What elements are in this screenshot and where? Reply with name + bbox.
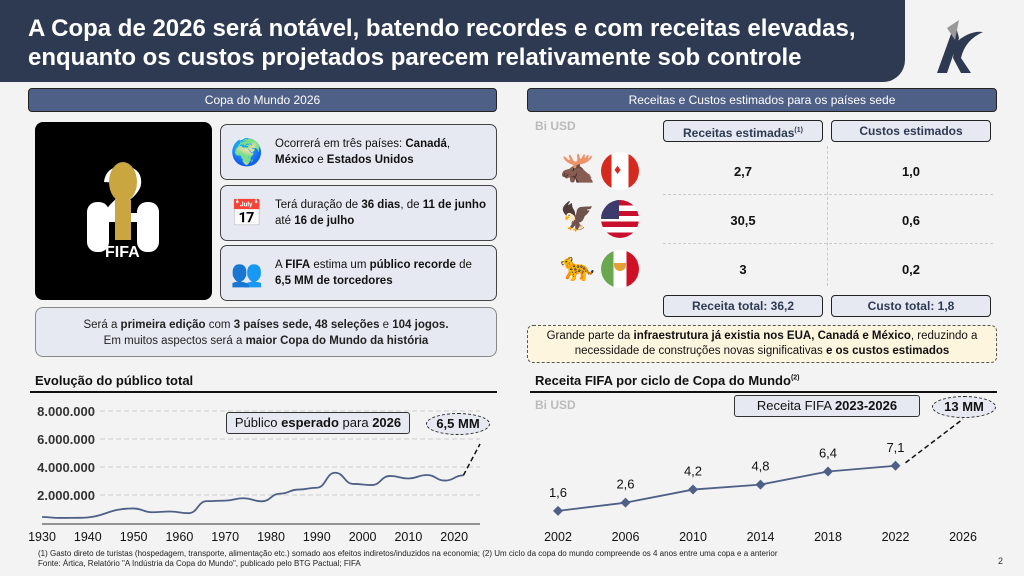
page-number: 2 [998, 556, 1004, 566]
footnote-1: (1) Gasto direto de turistas (hospedagem… [38, 549, 778, 558]
world-cup-trophy-icon: 2 6 [87, 150, 159, 252]
info-duration-text: Terá duração de 36 dias, de 11 de junho … [275, 199, 486, 227]
audience-chart: 2.000.000 4.000.000 6.000.000 8.000.000 1930… [28, 404, 481, 544]
chart-title-fifa-revenue: Receita FIFA por ciclo de Copa do Mundo(… [535, 373, 800, 388]
x-tick-label: 1940 [74, 530, 102, 544]
cost-usa: 0,6 [901, 213, 921, 228]
info-audience: 👥 A FIFA estima um público recorde de 6,… [220, 245, 497, 301]
footnote-source: Fonte: Ártica, Relatório "A Indústria da… [38, 559, 361, 568]
y-tick-label: 6.000.000 [37, 432, 95, 447]
revenue-usa: 30,5 [730, 213, 756, 228]
footnotes: (1) Gasto direto de turistas (hospedagem… [38, 549, 778, 569]
cost-canada: 1,0 [901, 164, 921, 179]
audience-callout: Público esperado para 2026 [226, 412, 410, 434]
section-header-receitas: Receitas e Custos estimados para os país… [527, 88, 997, 112]
x-tick-label: 2000 [349, 530, 377, 544]
projection-line [905, 418, 964, 464]
data-label: 7,1 [886, 440, 904, 455]
edition-summary: Será a primeira edição com 3 países sede… [35, 307, 497, 357]
info-countries: 🌍 Ocorrerá em três países: Canadá, Méxic… [220, 124, 497, 180]
total-revenue: Receita total: 36,2 [663, 295, 823, 317]
x-tick-label: 1960 [165, 530, 193, 544]
data-point [620, 497, 631, 508]
usa-flag-icon [601, 200, 639, 238]
chart-unit: Bi USD [535, 398, 576, 412]
revenue-line [557, 464, 896, 512]
moose-mascot-icon: 🫎 [560, 153, 595, 184]
divider [30, 391, 497, 393]
y-tick-label: 2.000.000 [37, 488, 95, 503]
col-header-revenue: Receitas estimadas(1) [663, 120, 823, 142]
x-tick-label: 2018 [814, 530, 842, 544]
revenue-mexico: 3 [739, 262, 747, 277]
mexico-flag-icon [601, 250, 639, 288]
y-tick-label: 8.000.000 [37, 404, 95, 419]
data-point [823, 466, 833, 477]
x-tick-label: 2006 [612, 530, 640, 544]
data-label: 4,2 [684, 464, 702, 479]
data-point [553, 505, 563, 516]
projection-line [462, 443, 481, 476]
x-tick-label: 2010 [394, 530, 422, 544]
calendar-icon: 📅 [230, 198, 264, 228]
fifa-2026-logo: 2 6 FIFA [35, 122, 212, 300]
canada-flag-icon: ♦ [601, 152, 639, 190]
x-tick-label: 2014 [747, 530, 775, 544]
total-cost: Custo total: 1,8 [831, 295, 991, 317]
map-pin-globe-icon: 🌍 [230, 137, 264, 167]
eagle-mascot-icon: 🦅 [560, 201, 595, 232]
audience-projection-label: 6,5 MM [426, 413, 490, 435]
x-tick-label: 1990 [303, 530, 331, 544]
fifa-revenue-callout: Receita FIFA 2023-2026 [734, 395, 920, 417]
jaguar-mascot-icon: 🐆 [560, 251, 595, 282]
revenue-canada: 2,7 [733, 164, 753, 179]
x-tick-label: 1930 [28, 530, 56, 544]
data-label: 1,6 [549, 485, 567, 500]
x-tick-label: 2026 [949, 530, 977, 544]
x-tick-label: 1950 [120, 530, 148, 544]
title-band [0, 0, 905, 82]
fifa-wordmark: FIFA [105, 244, 140, 261]
infrastructure-note: Grande parte da infraestrutura já existi… [527, 325, 997, 363]
info-countries-text: Ocorrerá em três países: Canadá, México … [275, 138, 451, 166]
data-label: 6,4 [819, 446, 837, 461]
cost-mexico: 0,2 [901, 262, 921, 277]
col-header-cost: Custos estimados [831, 120, 991, 142]
info-audience-text: A FIFA estima um público recorde de 6,5 … [275, 259, 472, 287]
audience-line [41, 471, 464, 519]
x-tick-label: 2002 [544, 530, 572, 544]
x-tick-label: 2010 [679, 530, 707, 544]
section-header-copa: Copa do Mundo 2026 [28, 88, 497, 112]
table-unit: Bi USD [535, 119, 576, 133]
fifa-revenue-projection-label: 13 MM [932, 396, 996, 418]
data-point [890, 460, 901, 471]
x-tick-label: 2020 [440, 530, 468, 544]
x-tick-label: 1980 [257, 530, 285, 544]
crowd-icon: 👥 [230, 258, 264, 288]
data-point [755, 479, 766, 490]
y-tick-label: 4.000.000 [37, 460, 95, 475]
chart-title-audience: Evolução do público total [35, 373, 194, 388]
data-label: 4,8 [751, 459, 769, 474]
x-tick-label: 1970 [211, 530, 239, 544]
fifa-revenue-chart: 2002 2006 2010 2014 2018 2022 2026 1,6 2,6 4,2 4,8… [544, 418, 977, 544]
x-tick-label: 2022 [882, 530, 910, 544]
artica-logo-icon [937, 20, 983, 73]
data-point [688, 484, 698, 495]
slide-title: A Copa de 2026 será notável, batendo rec… [28, 15, 856, 71]
divider [530, 391, 997, 393]
data-label: 2,6 [616, 477, 634, 492]
info-duration: 📅 Terá duração de 36 dias, de 11 de junh… [220, 185, 497, 241]
